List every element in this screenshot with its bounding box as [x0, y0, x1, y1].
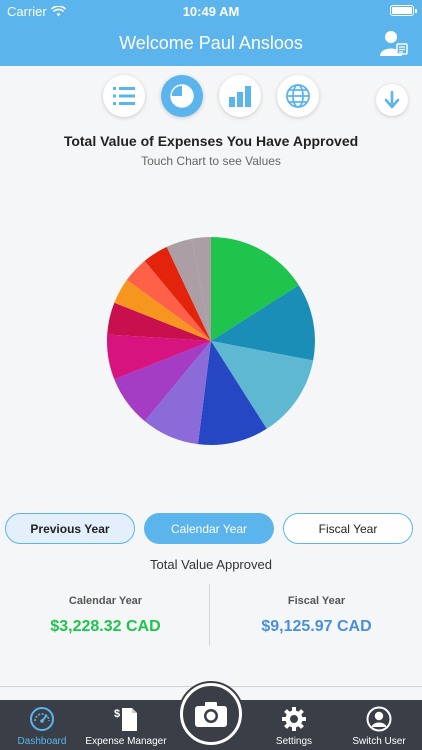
expense-document-icon: $: [114, 708, 137, 731]
speedometer-icon: [30, 707, 54, 731]
page-title: Welcome Paul Ansloos: [119, 33, 303, 53]
pie-slice[interactable]: [166, 238, 211, 341]
tab-settings-label: Settings: [275, 736, 313, 747]
fiscal-total-label: Fiscal Year: [287, 595, 346, 607]
total-value-label: Total Value Approved: [150, 557, 272, 572]
pie-slice[interactable]: [126, 260, 211, 341]
calendar-year-button[interactable]: Calendar Year: [144, 513, 274, 544]
calendar-total-value: $3,228.32 CAD: [50, 618, 161, 635]
pie-slice[interactable]: [114, 341, 211, 422]
pie-chart[interactable]: [106, 236, 316, 446]
tab-switch-user[interactable]: Switch User: [336, 700, 422, 750]
previous-year-button[interactable]: Previous Year: [5, 513, 135, 544]
list-view-button[interactable]: [103, 75, 145, 117]
pie-chart-icon: [170, 84, 194, 108]
calendar-total-label: Calendar Year: [68, 595, 143, 607]
pie-slice[interactable]: [197, 341, 267, 445]
fiscal-total-group: Fiscal Year $9,125.97 CAD: [211, 595, 422, 636]
tab-dashboard-label: Dashboard: [17, 736, 67, 747]
carrier-group: Carrier: [7, 4, 66, 19]
download-button[interactable]: [376, 84, 408, 116]
app-header: Carrier 10:49 AM Welcome Paul Ansloos: [0, 0, 422, 66]
calendar-total-group: Calendar Year $3,228.32 CAD: [0, 595, 211, 636]
chart-subtitle: Touch Chart to see Values: [141, 154, 281, 168]
arrow-down-icon: [384, 91, 400, 109]
pie-slice[interactable]: [144, 341, 211, 445]
pie-slice[interactable]: [211, 285, 315, 361]
fiscal-year-button[interactable]: Fiscal Year: [283, 513, 413, 544]
tab-dashboard[interactable]: Dashboard: [0, 700, 84, 750]
camera-icon: [195, 702, 227, 727]
battery-icon: [390, 5, 417, 16]
status-bar: Carrier 10:49 AM: [0, 0, 422, 22]
pie-slice[interactable]: [107, 334, 211, 380]
tab-expense-manager[interactable]: $ Expense Manager: [84, 700, 168, 750]
pie-slice[interactable]: [107, 302, 211, 341]
chart-title: Total Value of Expenses You Have Approve…: [63, 133, 359, 149]
bar-view-button[interactable]: [219, 75, 261, 117]
carrier-label: Carrier: [7, 4, 47, 19]
tab-expense-manager-label: Expense Manager: [85, 736, 167, 747]
pie-view-button[interactable]: [161, 75, 203, 117]
user-profile-icon[interactable]: [378, 28, 408, 58]
tab-settings[interactable]: Settings: [252, 700, 336, 750]
clock: 10:49 AM: [182, 4, 240, 19]
globe-icon: [286, 84, 310, 108]
camera-button[interactable]: [180, 683, 242, 745]
totals-divider: [209, 584, 210, 646]
fiscal-total-value: $9,125.97 CAD: [261, 618, 372, 635]
pie-slice[interactable]: [211, 237, 299, 341]
pie-slice[interactable]: [211, 341, 314, 429]
pie-slice[interactable]: [191, 237, 211, 341]
bar-chart-icon: [229, 86, 251, 107]
svg-text:$: $: [114, 708, 120, 720]
gear-icon: [282, 707, 306, 731]
pie-slice[interactable]: [144, 246, 211, 341]
tab-switch-user-label: Switch User: [352, 736, 406, 747]
pie-slice[interactable]: [114, 279, 211, 341]
user-circle-icon: [366, 706, 392, 732]
wifi-icon: [50, 6, 66, 17]
list-icon: [113, 87, 135, 105]
globe-view-button[interactable]: [277, 75, 319, 117]
